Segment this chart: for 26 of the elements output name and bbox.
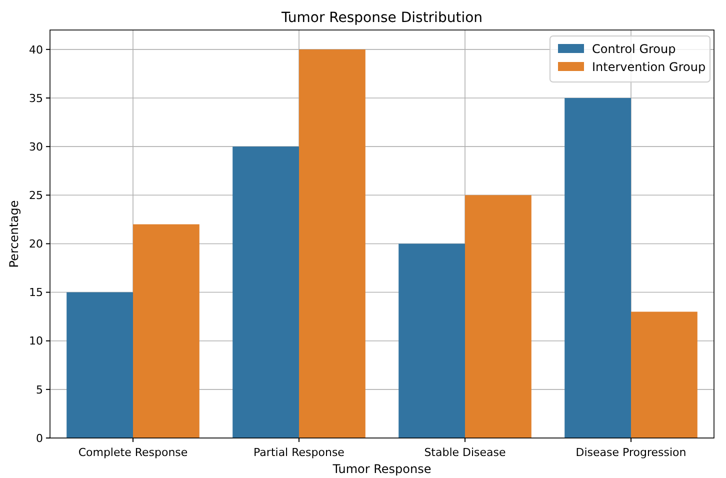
bar [232, 146, 299, 438]
x-tick-label: Partial Response [254, 446, 345, 459]
bar [133, 224, 200, 438]
y-tick-label: 20 [29, 238, 43, 251]
bar [465, 195, 532, 438]
legend-label: Intervention Group [592, 60, 706, 74]
y-tick-label: 35 [29, 92, 43, 105]
legend-label: Control Group [592, 42, 676, 56]
chart-title: Tumor Response Distribution [280, 10, 483, 26]
y-tick-label: 25 [29, 188, 43, 202]
x-tick-label: Complete Response [78, 446, 188, 459]
bar [66, 292, 133, 438]
y-tick-label: 5 [36, 383, 43, 396]
y-axis-title: Percentage [7, 200, 21, 268]
y-tick-label: 30 [29, 140, 43, 154]
x-tick-label: Disease Progression [576, 446, 686, 459]
x-tick-label: Stable Disease [424, 446, 506, 459]
bar [631, 312, 698, 438]
y-tick-label: 40 [29, 43, 43, 56]
bar [564, 98, 631, 438]
y-tick-label: 0 [36, 432, 43, 445]
bar [299, 49, 366, 438]
y-tick-label: 10 [29, 334, 43, 348]
x-axis-title: Tumor Response [332, 462, 432, 476]
bar [398, 244, 465, 438]
y-tick-label: 15 [29, 286, 43, 300]
